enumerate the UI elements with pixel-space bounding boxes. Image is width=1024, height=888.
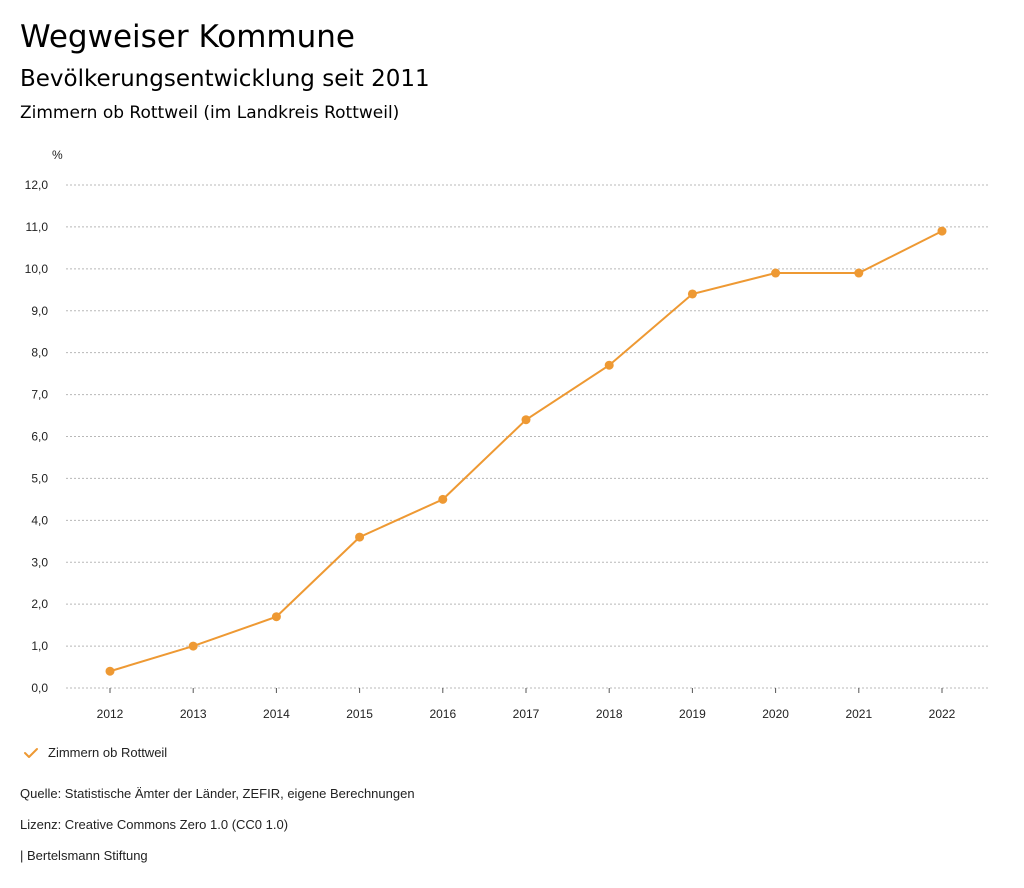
grid-layer — [66, 184, 990, 689]
y-tick-label: 7,0 — [31, 388, 48, 402]
data-point — [188, 641, 198, 651]
axis-layer: 0,0 1,0 2,0 3,0 4,0 5,0 6,0 7,0 8,0 9,0 10,0 11,0 12… — [25, 178, 956, 721]
x-tick-label: 2013 — [180, 707, 207, 721]
x-tick-label: 2014 — [263, 707, 290, 721]
y-tick-label: 5,0 — [31, 471, 48, 485]
y-tick-label: 6,0 — [31, 430, 48, 444]
y-tick-label: 0,0 — [31, 681, 48, 695]
data-point — [771, 268, 781, 278]
checkmark-icon — [24, 747, 38, 758]
y-tick-label: 11,0 — [26, 220, 49, 234]
source-note: Quelle: Statistische Ämter der Länder, Z… — [20, 786, 415, 801]
x-tick-label: 2016 — [429, 707, 456, 721]
publisher-note: | Bertelsmann Stiftung — [20, 848, 148, 863]
license-note: Lizenz: Creative Commons Zero 1.0 (CC0 1… — [20, 817, 289, 832]
data-point — [687, 289, 697, 299]
series-layer — [105, 226, 947, 676]
data-point — [854, 268, 864, 278]
data-point — [355, 532, 365, 542]
x-tick-label: 2019 — [679, 707, 706, 721]
y-tick-label: 2,0 — [31, 597, 48, 611]
line-chart: % 0,0 1,0 2,0 3,0 4,0 5,0 6,0 7,0 8,0 9,0 10,0 11,0… — [25, 148, 990, 721]
x-tick-label: 2018 — [596, 707, 623, 721]
y-tick-label: 1,0 — [31, 639, 48, 653]
y-tick-label: 10,0 — [25, 262, 49, 276]
y-tick-label: 12,0 — [25, 178, 49, 192]
y-tick-label: 4,0 — [31, 513, 48, 527]
chart-header: Wegweiser Kommune Bevölkerungsentwicklun… — [20, 18, 430, 124]
data-point — [271, 612, 281, 622]
data-point — [604, 360, 614, 370]
y-tick-label: 3,0 — [31, 555, 48, 569]
legend-label: Zimmern ob Rottweil — [48, 745, 168, 760]
chart-subtitle: Bevölkerungsentwicklung seit 2011 — [20, 66, 430, 92]
legend[interactable]: Zimmern ob Rottweil — [22, 745, 167, 760]
region-label: Zimmern ob Rottweil (im Landkreis Rottwe… — [20, 103, 400, 123]
x-tick-label: 2012 — [97, 707, 124, 721]
x-tick-label: 2017 — [513, 707, 540, 721]
x-tick-label: 2021 — [845, 707, 872, 721]
page-title: Wegweiser Kommune — [20, 19, 355, 55]
data-point — [438, 494, 448, 504]
data-point — [937, 226, 947, 236]
x-tick-label: 2022 — [929, 707, 956, 721]
data-point — [521, 415, 531, 425]
x-tick-label: 2015 — [346, 707, 373, 721]
y-tick-label: 9,0 — [31, 304, 48, 318]
y-tick-label: 8,0 — [31, 346, 48, 360]
series-line — [109, 230, 943, 673]
data-point — [105, 666, 115, 676]
x-tick-label: 2020 — [762, 707, 789, 721]
y-axis-unit-label: % — [52, 148, 63, 162]
